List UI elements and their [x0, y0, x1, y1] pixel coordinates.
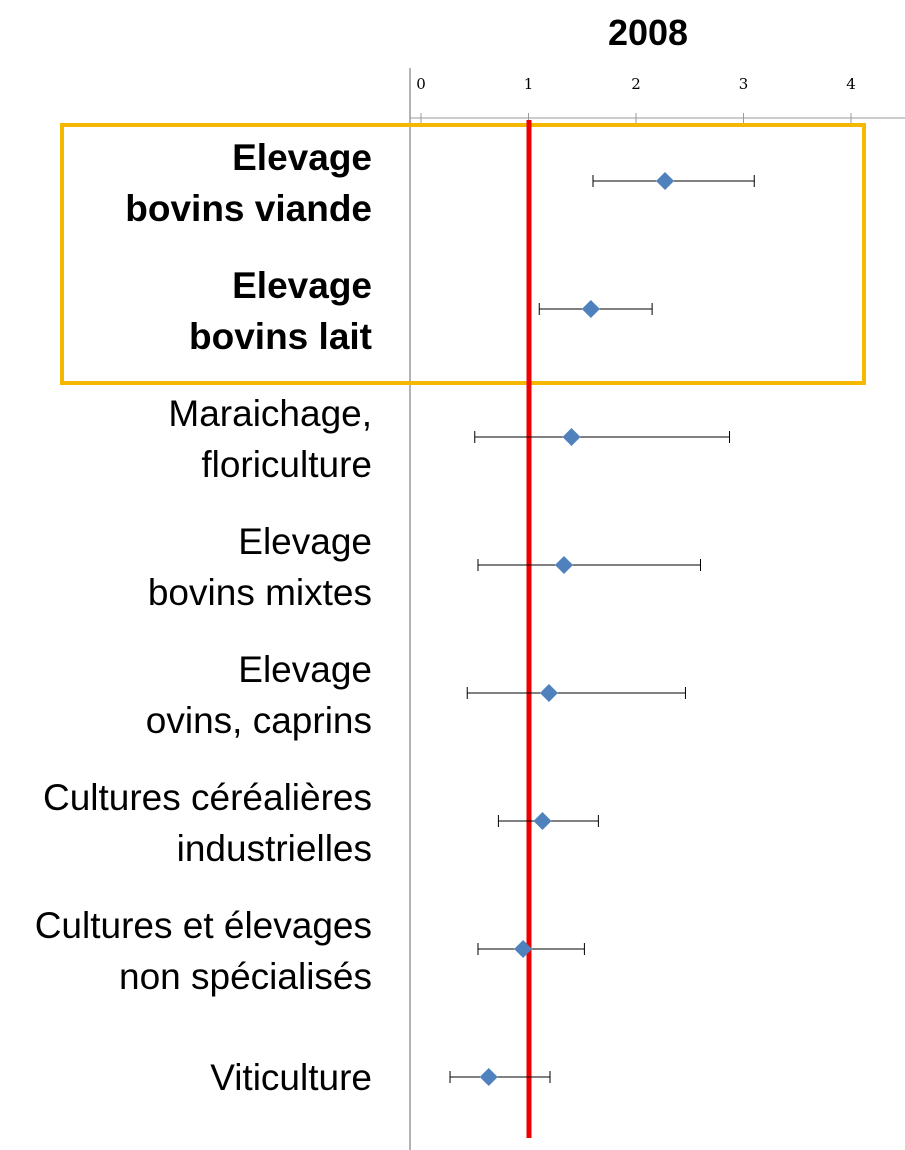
- category-label: Elevage: [232, 137, 372, 178]
- category-label: Cultures céréalières: [43, 777, 372, 818]
- point-estimate-marker: [533, 812, 551, 830]
- point-estimate-marker: [540, 684, 558, 702]
- x-axis-ticks: 0 1 2 3 4: [416, 75, 856, 123]
- highlight-box: [62, 125, 864, 383]
- category-label: Elevage: [232, 265, 372, 306]
- data-points: [450, 172, 754, 1086]
- category-label: bovins lait: [189, 316, 372, 357]
- category-labels: Elevage bovins viande Elevage bovins lait Ma…: [35, 137, 372, 1098]
- category-label: Elevage: [238, 521, 372, 562]
- category-label: ovins, caprins: [146, 700, 372, 741]
- point-estimate-marker: [563, 428, 581, 446]
- x-tick-label: 0: [416, 75, 426, 93]
- category-label: non spécialisés: [119, 956, 372, 997]
- x-tick-label: 4: [846, 75, 856, 93]
- category-label: floriculture: [201, 444, 372, 485]
- category-label: Elevage: [238, 649, 372, 690]
- x-tick-label: 3: [739, 75, 749, 93]
- category-label: Maraichage,: [168, 393, 372, 434]
- point-estimate-marker: [480, 1068, 498, 1086]
- category-label: Cultures et élevages: [35, 905, 372, 946]
- point-estimate-marker: [582, 300, 600, 318]
- point-estimate-marker: [555, 556, 573, 574]
- point-estimate-marker: [656, 172, 674, 190]
- chart-title: 2008: [608, 12, 688, 53]
- category-label: bovins viande: [125, 188, 372, 229]
- x-tick-label: 1: [524, 75, 534, 93]
- category-label: industrielles: [177, 828, 372, 869]
- x-tick-label: 2: [631, 75, 641, 93]
- category-label: bovins mixtes: [148, 572, 372, 613]
- category-label: Viticulture: [210, 1057, 372, 1098]
